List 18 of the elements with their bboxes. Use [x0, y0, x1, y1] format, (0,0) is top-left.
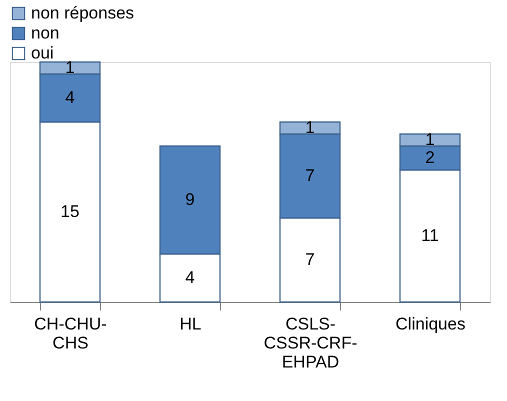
data-label: 1: [425, 130, 435, 149]
legend-label: non réponses: [31, 4, 134, 22]
legend-label: non: [31, 24, 60, 42]
x-tick-label: HL: [180, 314, 202, 334]
data-label: 7: [305, 166, 315, 185]
x-tick-label: CSLS-CSSR-CRF-EHPAD: [264, 314, 358, 372]
data-label: 9: [185, 190, 195, 209]
data-label: 2: [425, 148, 435, 167]
data-label: 7: [305, 250, 315, 269]
data-label: 1: [305, 118, 315, 137]
x-tick-label: CH-CHU-CHS: [34, 314, 107, 352]
data-label: 4: [185, 268, 195, 287]
x-tick-label: Cliniques: [396, 314, 466, 334]
data-label: 1: [65, 58, 75, 77]
legend-label: oui: [31, 44, 54, 62]
data-label: 11: [421, 226, 439, 245]
data-label: 15: [60, 202, 80, 221]
data-label: 4: [65, 88, 75, 107]
